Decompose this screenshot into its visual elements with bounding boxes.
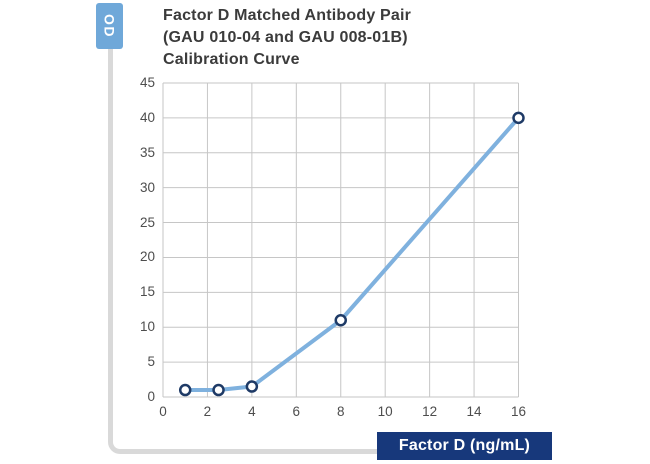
y-tick-label: 30 [139,179,155,195]
data-point-marker [245,380,259,393]
data-point-marker [212,383,225,397]
x-axis-badge: Factor D (ng/mL) [377,432,552,460]
y-tick-label: 25 [139,214,155,230]
y-tick-label: 0 [147,389,155,404]
chart-title-line-2: (GAU 010-04 and GAU 008-01B) [163,29,408,46]
x-tick-label: 16 [510,404,527,419]
y-axis-label: OD [101,14,118,38]
y-tick-label: 5 [147,354,155,370]
x-tick-label: 14 [466,404,482,419]
y-tick-label: 15 [139,284,155,300]
data-point-marker [334,313,347,327]
x-tick-label: 4 [248,404,256,419]
y-tick-label: 40 [139,109,155,125]
y-tick-label: 20 [139,249,155,265]
x-tick-label: 6 [292,404,301,419]
data-point-marker [178,383,192,397]
x-tick-label: 12 [422,404,438,419]
calibration-curve-line [183,115,521,393]
x-axis-label: Factor D (ng/mL) [398,437,531,454]
chart-title-line-1: Factor D Matched Antibody Pair [163,7,412,24]
axis-connector-line [108,49,382,454]
chart-title-line-3: Calibration Curve [163,51,300,68]
y-tick-label: 35 [139,144,155,160]
y-tick-label: 45 [139,75,155,90]
x-tick-label: 10 [377,404,393,419]
x-tick-label: 0 [159,404,167,419]
y-tick-label: 10 [139,319,155,335]
y-axis-badge: OD [96,3,123,49]
x-tick-label: 2 [203,404,212,419]
chart-title: Factor D Matched Antibody Pair (GAU 010-… [163,5,411,71]
x-tick-label: 8 [336,404,345,419]
data-point-marker [512,111,525,125]
